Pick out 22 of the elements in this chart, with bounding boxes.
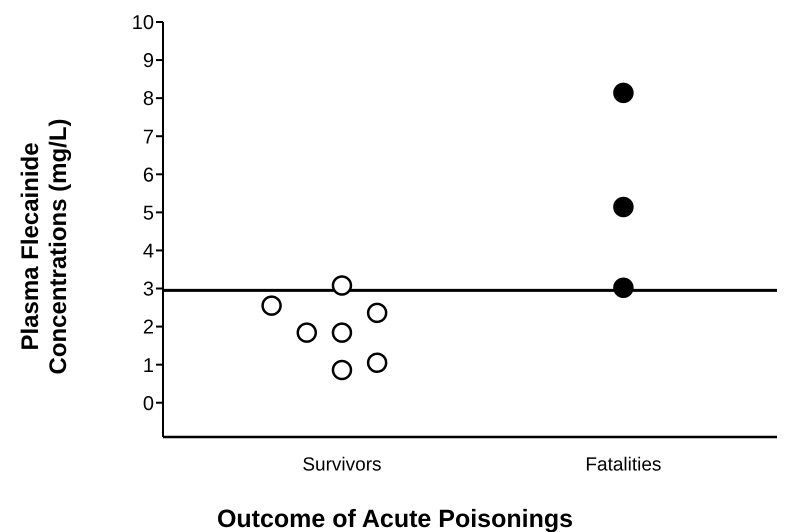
- x-axis-title: Outcome of Acute Poisonings: [216, 505, 574, 532]
- y-tick-label: 3: [142, 278, 154, 301]
- y-tick-label: 2: [142, 316, 154, 339]
- y-tick-label: 0: [142, 392, 154, 415]
- y-tick-label: 5: [142, 202, 154, 224]
- point: [366, 352, 388, 374]
- y-tick-label: 6: [142, 164, 154, 186]
- point: [332, 322, 352, 343]
- x-tick-label: Fatalities: [585, 454, 662, 476]
- y-axis-title: Plasma Flecainide Concentrations (mg/L): [17, 118, 72, 374]
- point: [366, 302, 388, 324]
- x-tick-label: Survivors: [302, 454, 382, 476]
- y-tick-label: 9: [142, 50, 154, 72]
- point: [296, 322, 318, 343]
- point: [332, 275, 352, 296]
- y-tick-label: 8: [142, 88, 154, 110]
- y-tick-label: 1: [142, 354, 154, 377]
- y-tick-label: 4: [142, 240, 154, 263]
- point: [613, 278, 634, 298]
- point: [261, 295, 282, 316]
- y-tick-label: 10: [132, 12, 154, 34]
- y-tick-label: 7: [142, 126, 154, 148]
